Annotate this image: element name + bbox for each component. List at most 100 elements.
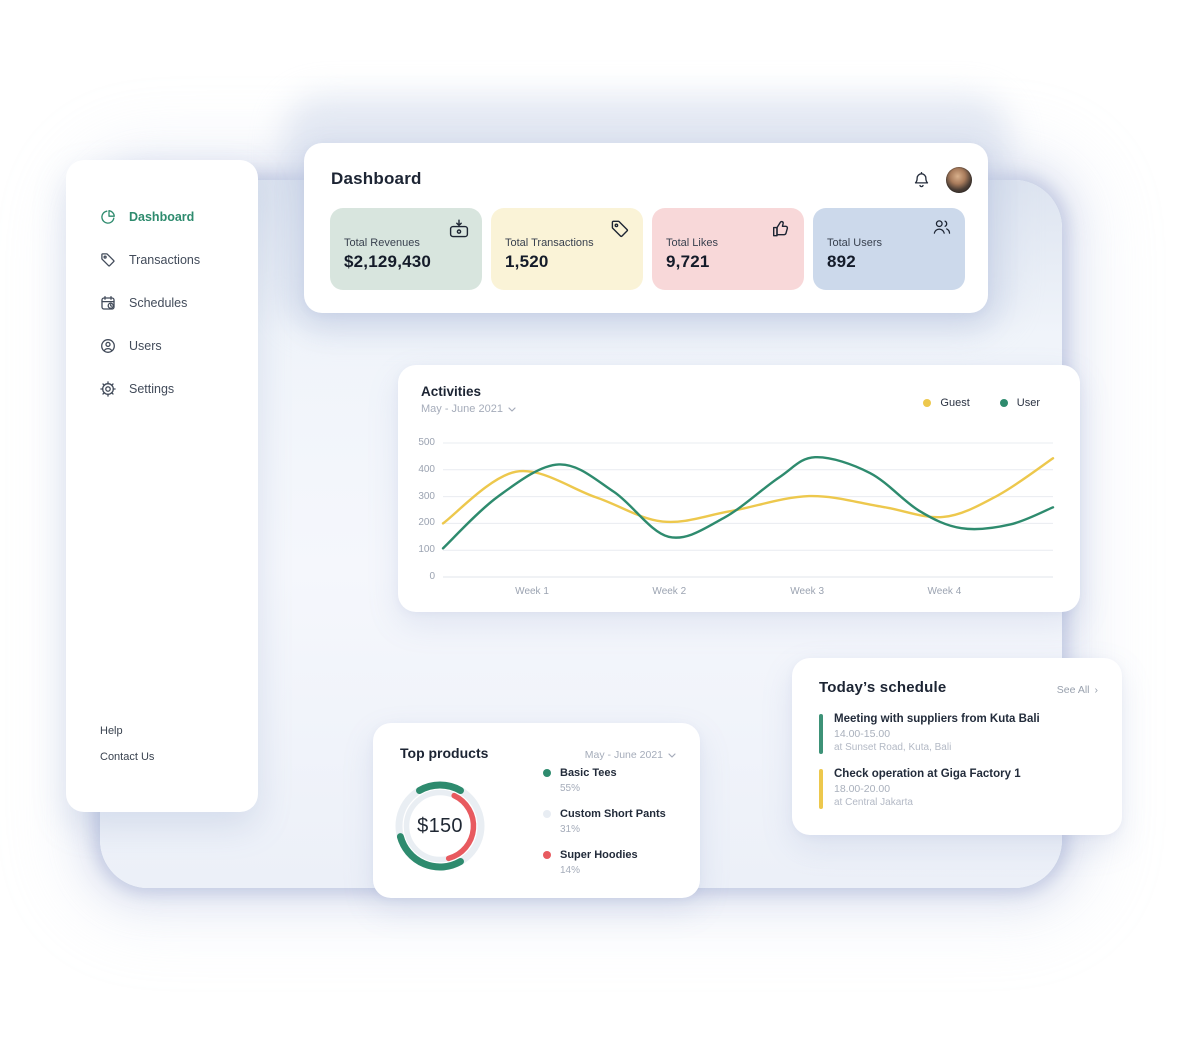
sidebar: Dashboard Transactions Schedules Users S… <box>66 160 258 812</box>
y-tick-label: 200 <box>418 517 435 529</box>
stat-label: Total Revenues <box>344 237 420 249</box>
sidebar-item[interactable]: Dashboard <box>100 209 200 225</box>
calendar-icon <box>100 295 116 311</box>
legend-dot <box>543 810 551 818</box>
stat-card: Total Revenues $2,129,430 <box>330 208 482 290</box>
sidebar-item-label: Settings <box>129 382 175 396</box>
stat-label: Total Likes <box>666 237 718 249</box>
activities-title: Activities <box>421 384 482 399</box>
schedule-item-title: Check operation at Giga Factory 1 <box>834 768 1021 780</box>
sidebar-nav: Dashboard Transactions Schedules Users S… <box>100 209 200 397</box>
stat-card: Total Transactions 1,520 <box>491 208 643 290</box>
legend-dot <box>999 399 1008 407</box>
sidebar-footer-link[interactable]: Contact Us <box>100 751 155 763</box>
product-legend-item: Basic Tees 55% <box>543 767 666 794</box>
donut-center-label: $150 <box>417 814 463 837</box>
legend-label: User <box>1016 397 1040 409</box>
sidebar-item-label: Schedules <box>129 296 188 310</box>
sidebar-item-label: Dashboard <box>129 210 195 224</box>
schedule-item[interactable]: Meeting with suppliers from Kuta Bali 14… <box>819 713 1102 755</box>
schedule-title: Today’s schedule <box>819 679 947 696</box>
schedule-item-location: at Sunset Road, Kuta, Bali <box>834 742 952 753</box>
x-tick-label: Week 2 <box>652 586 687 597</box>
schedule-list: Meeting with suppliers from Kuta Bali 14… <box>819 713 1102 810</box>
products-period-label: May - June 2021 <box>584 749 663 761</box>
schedule-item-location: at Central Jakarta <box>834 797 913 808</box>
wallet-receive-icon <box>449 219 469 239</box>
sidebar-item[interactable]: Schedules <box>100 295 200 311</box>
sidebar-item-label: Transactions <box>129 253 201 267</box>
stat-card: Total Users 892 <box>813 208 965 290</box>
thumbs-up-icon <box>771 219 791 239</box>
products-legend: Basic Tees 55% Custom Short Pants 31% Su… <box>543 767 666 876</box>
legend-item: Guest <box>923 397 970 409</box>
product-percent: 14% <box>560 865 581 876</box>
price-tag-icon <box>100 252 116 268</box>
two-users-icon <box>932 219 952 239</box>
legend-label: Guest <box>940 397 970 409</box>
product-legend-item: Super Hoodies 14% <box>543 849 666 876</box>
stat-value: 1,520 <box>505 252 549 271</box>
legend-dot <box>543 769 551 777</box>
header-card: Dashboard Total Revenues $2,129,430 Tota… <box>304 143 988 313</box>
product-legend-item: Custom Short Pants 31% <box>543 808 666 835</box>
big-tag-icon <box>610 219 630 239</box>
activities-period-dropdown[interactable]: May - June 2021 <box>421 403 516 415</box>
gear-icon <box>100 381 116 397</box>
top-products-title: Top products <box>400 745 489 761</box>
stat-label: Total Transactions <box>505 237 594 249</box>
activities-card: Activities May - June 2021 Guest User 0 1… <box>398 365 1080 612</box>
sidebar-footer-link[interactable]: Help <box>100 725 123 737</box>
activities-legend: Guest User <box>923 397 1040 409</box>
y-tick-label: 0 <box>429 571 435 582</box>
x-tick-label: Week 4 <box>927 586 962 597</box>
schedule-accent-bar <box>819 714 823 754</box>
chevron-down-icon <box>508 406 516 412</box>
legend-dot <box>543 851 551 859</box>
sidebar-footer: Help Contact Us <box>100 725 154 763</box>
stat-label: Total Users <box>827 237 883 249</box>
y-tick-label: 100 <box>418 544 435 556</box>
see-all-link[interactable]: See All › <box>1056 684 1099 696</box>
y-tick-label: 500 <box>418 437 435 448</box>
schedule-card: Today’s schedule See All › Meeting with … <box>792 658 1122 835</box>
legend-item: User <box>999 397 1040 409</box>
schedule-item[interactable]: Check operation at Giga Factory 1 18.00-… <box>819 768 1102 810</box>
sidebar-item-label: Users <box>129 339 162 353</box>
stat-value: $2,129,430 <box>344 252 432 271</box>
activities-period-label: May - June 2021 <box>421 403 503 415</box>
stat-value: 892 <box>827 252 856 271</box>
user-circle-icon <box>100 338 116 354</box>
y-tick-label: 400 <box>418 463 435 475</box>
sidebar-item[interactable]: Users <box>100 338 200 354</box>
y-tick-label: 300 <box>418 490 435 502</box>
stats-row: Total Revenues $2,129,430 Total Transact… <box>330 208 970 290</box>
product-name: Super Hoodies <box>560 849 638 861</box>
user-avatar[interactable] <box>946 167 972 193</box>
stat-card: Total Likes 9,721 <box>652 208 804 290</box>
product-percent: 31% <box>560 824 581 835</box>
product-percent: 55% <box>560 783 581 794</box>
stat-value: 9,721 <box>666 252 710 271</box>
activities-line-chart: Week 1 Week 2 Week 3 Week 4 <box>441 442 1055 597</box>
schedule-item-title: Meeting with suppliers from Kuta Bali <box>834 713 1040 725</box>
page-title: Dashboard <box>331 169 422 188</box>
x-tick-label: Week 1 <box>515 586 549 597</box>
sidebar-item[interactable]: Transactions <box>100 252 200 268</box>
pie-chart-icon <box>100 209 116 225</box>
y-axis-labels: 0 100 200 300 400 500 <box>403 437 435 582</box>
sidebar-item[interactable]: Settings <box>100 381 200 397</box>
top-products-card: Top products May - June 2021 $150 Basic … <box>373 723 700 898</box>
products-period-dropdown[interactable]: May - June 2021 <box>585 749 676 761</box>
bell-icon[interactable] <box>912 171 931 190</box>
schedule-item-time: 14.00-15.00 <box>834 728 891 740</box>
products-donut-chart: $150 <box>390 776 490 876</box>
legend-dot <box>923 399 932 407</box>
x-tick-label: Week 3 <box>790 586 825 597</box>
product-name: Custom Short Pants <box>560 808 666 820</box>
chevron-down-icon <box>668 752 676 758</box>
schedule-accent-bar <box>819 769 823 809</box>
product-name: Basic Tees <box>560 767 617 779</box>
chevron-right-icon: › <box>1094 684 1099 696</box>
schedule-item-time: 18.00-20.00 <box>834 783 891 795</box>
